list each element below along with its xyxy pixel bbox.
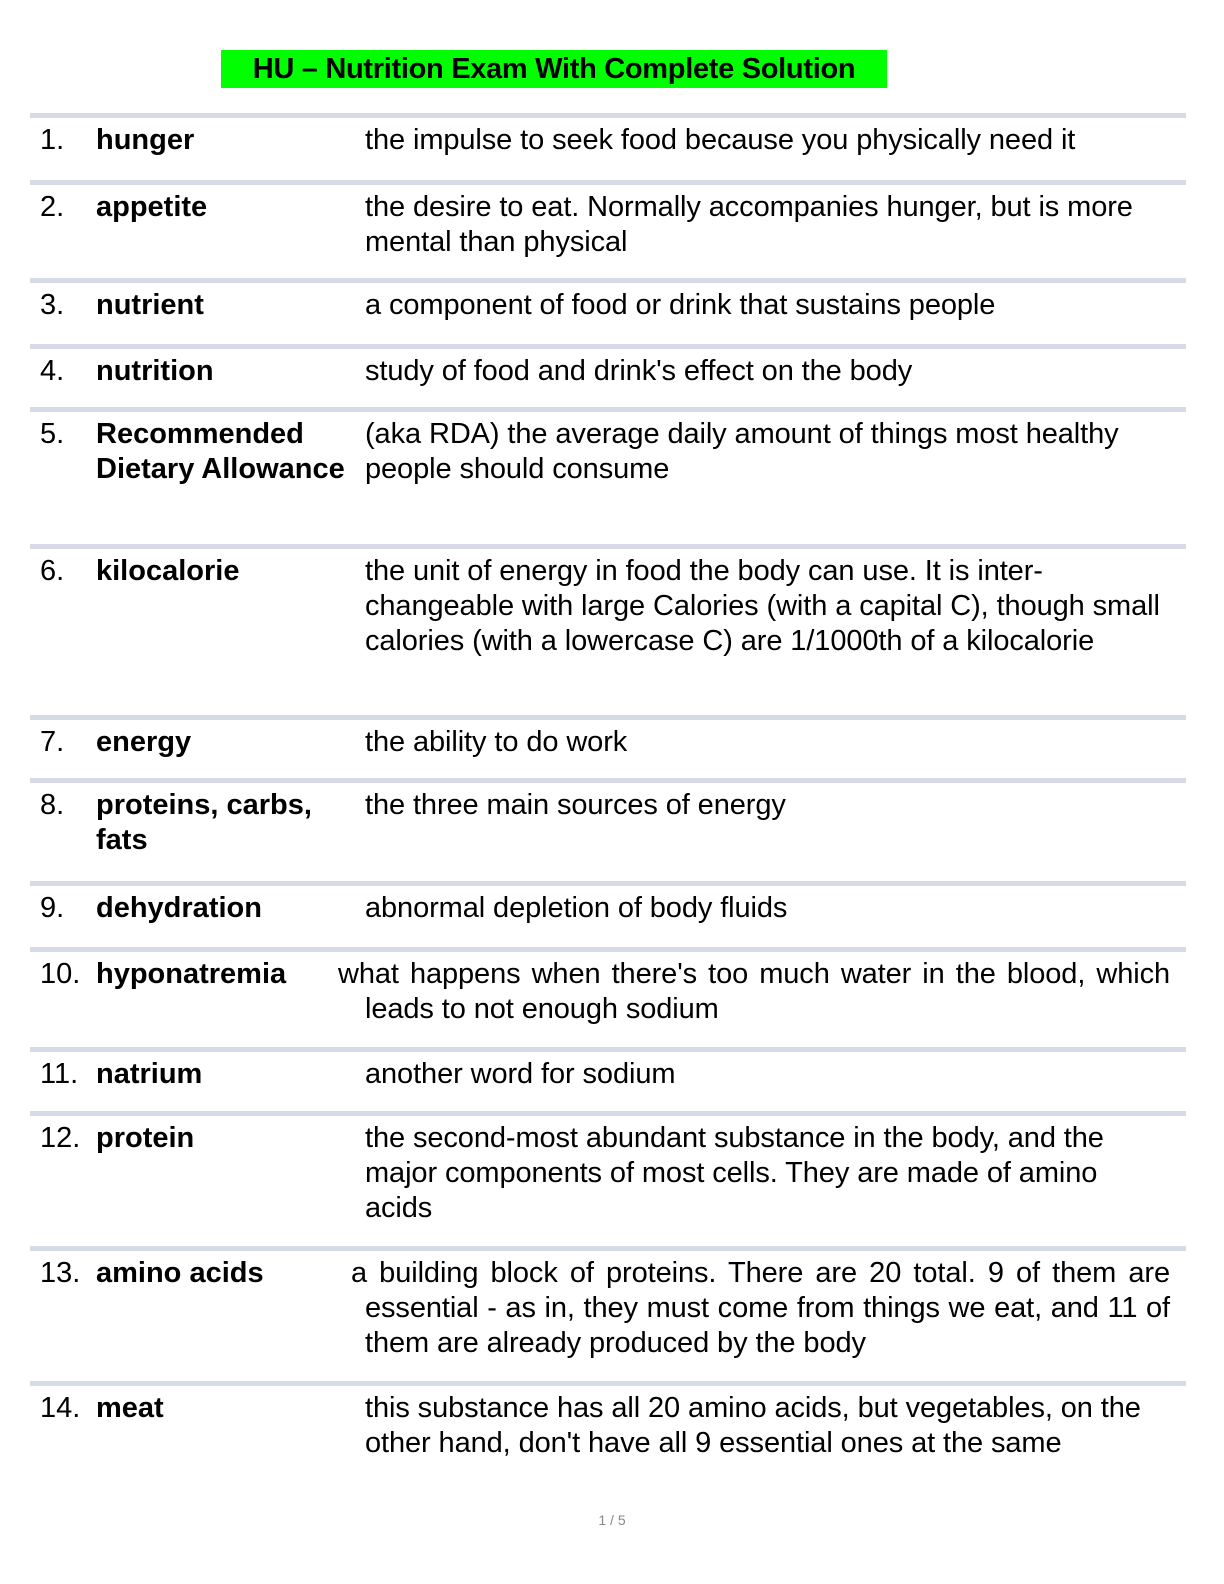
row-divider xyxy=(30,881,1186,886)
item-definition: (aka RDA) the average daily amount of th… xyxy=(365,418,1119,485)
row-divider xyxy=(30,947,1186,952)
item-term: protein xyxy=(96,1122,195,1154)
row-divider xyxy=(30,544,1186,549)
item-number: 1. xyxy=(40,124,65,156)
item-definition: the second-most abundant substance in th… xyxy=(365,1122,1104,1224)
item-term: natrium xyxy=(96,1058,203,1090)
item-definition: abnormal depletion of body fluids xyxy=(365,892,788,924)
item-term: nutrition xyxy=(96,355,214,387)
item-definition: a building block of proteins. There are … xyxy=(351,1257,1170,1359)
item-definition: the ability to do work xyxy=(365,726,628,758)
row-divider xyxy=(30,344,1186,349)
item-number: 9. xyxy=(40,892,65,924)
item-definition: another word for sodium xyxy=(365,1058,676,1090)
row-divider xyxy=(30,1111,1186,1116)
item-term: hyponatremia xyxy=(96,958,287,990)
row-divider xyxy=(30,1381,1186,1386)
item-number: 5. xyxy=(40,418,65,450)
page-indicator: 1 / 5 xyxy=(598,1512,626,1528)
item-definition: the three main sources of energy xyxy=(365,789,786,821)
item-number: 6. xyxy=(40,555,65,587)
item-term: meat xyxy=(96,1392,164,1424)
row-divider xyxy=(30,1047,1186,1052)
item-definition: study of food and drink's effect on the … xyxy=(365,355,913,387)
item-number: 14. xyxy=(40,1392,81,1424)
row-divider xyxy=(30,778,1186,783)
item-number: 2. xyxy=(40,191,65,223)
item-number: 10. xyxy=(40,958,81,990)
item-term: amino acids xyxy=(96,1257,264,1289)
item-term: Recommended Dietary Allowance xyxy=(96,418,345,485)
item-number: 7. xyxy=(40,726,65,758)
item-number: 8. xyxy=(40,789,65,821)
item-term: proteins, carbs, fats xyxy=(96,789,312,856)
item-definition: the desire to eat. Normally accompanies … xyxy=(365,191,1133,258)
row-divider xyxy=(30,715,1186,720)
row-divider xyxy=(30,1246,1186,1251)
item-term: kilocalorie xyxy=(96,555,240,587)
item-term: appetite xyxy=(96,191,208,223)
row-divider xyxy=(30,407,1186,412)
item-definition: the unit of energy in food the body can … xyxy=(365,555,1160,657)
item-definition: this substance has all 20 amino acids, b… xyxy=(365,1392,1141,1459)
item-number: 3. xyxy=(40,289,65,321)
item-definition: the impulse to seek food because you phy… xyxy=(365,124,1076,156)
item-term: energy xyxy=(96,726,192,758)
row-divider xyxy=(30,278,1186,283)
item-number: 13. xyxy=(40,1257,81,1289)
item-number: 11. xyxy=(40,1058,79,1090)
row-divider xyxy=(30,113,1186,118)
item-number: 4. xyxy=(40,355,65,387)
row-divider xyxy=(30,180,1186,185)
item-term: nutrient xyxy=(96,289,204,321)
document-title: HU – Nutrition Exam With Complete Soluti… xyxy=(221,50,887,88)
item-number: 12. xyxy=(40,1122,81,1154)
item-term: dehydration xyxy=(96,892,262,924)
item-definition: what happens when there's too much water… xyxy=(338,958,1170,1025)
item-term: hunger xyxy=(96,124,195,156)
item-definition: a component of food or drink that sustai… xyxy=(365,289,996,321)
